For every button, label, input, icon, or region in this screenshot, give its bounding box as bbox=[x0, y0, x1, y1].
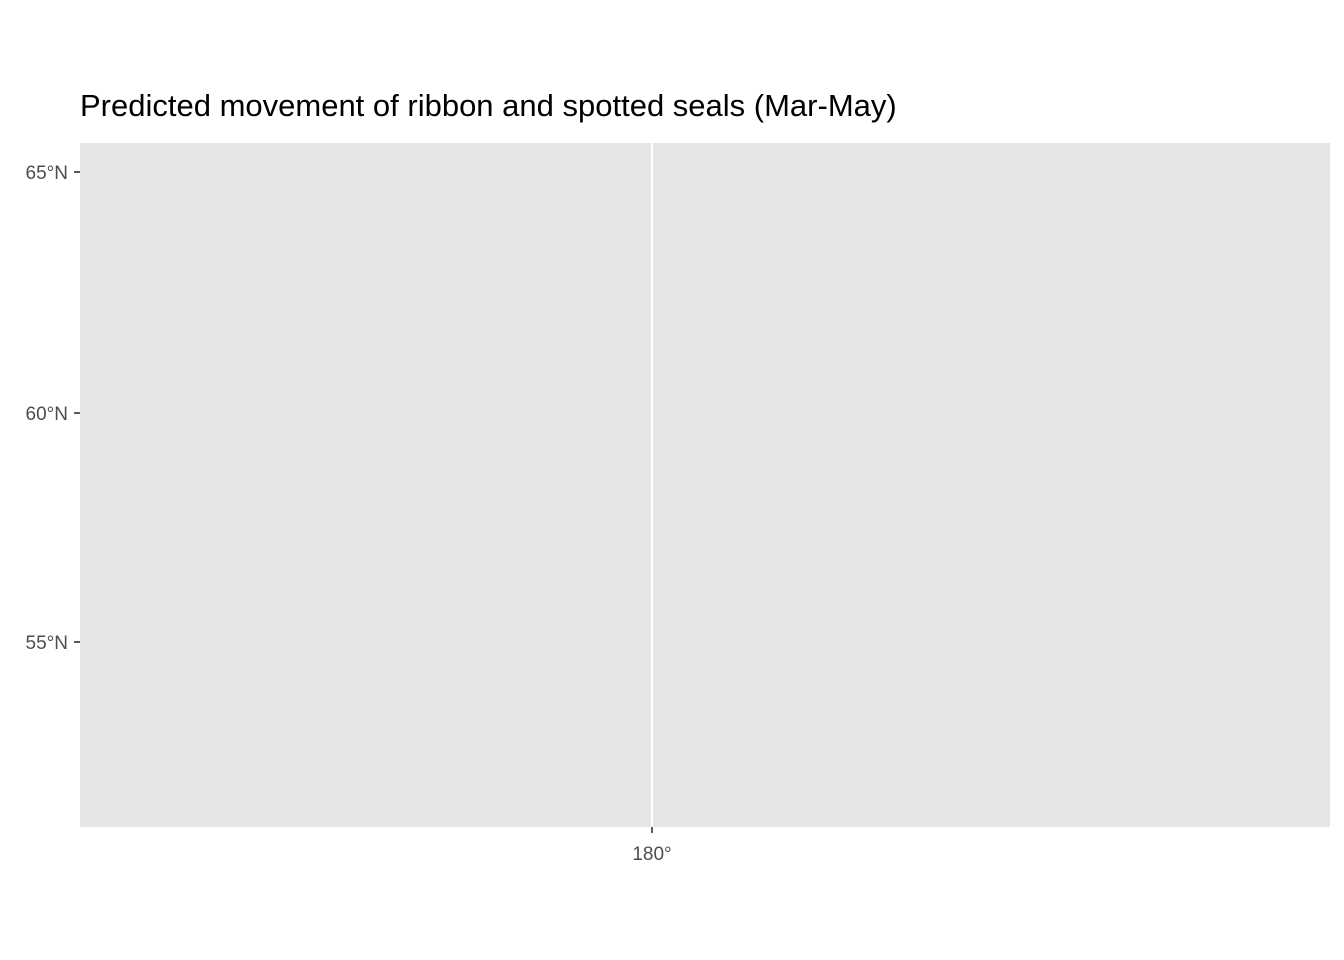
y-tick-label: 55°N bbox=[26, 633, 68, 654]
x-tick-label: 180° bbox=[632, 844, 671, 865]
chart-title: Predicted movement of ribbon and spotted… bbox=[80, 88, 897, 123]
y-tick-label: 60°N bbox=[26, 404, 68, 425]
panel-background bbox=[80, 143, 1330, 827]
axes: 65°N 60°N 55°N 180° bbox=[26, 163, 672, 865]
graticule bbox=[650, 143, 654, 827]
y-tick-label: 65°N bbox=[26, 163, 68, 184]
